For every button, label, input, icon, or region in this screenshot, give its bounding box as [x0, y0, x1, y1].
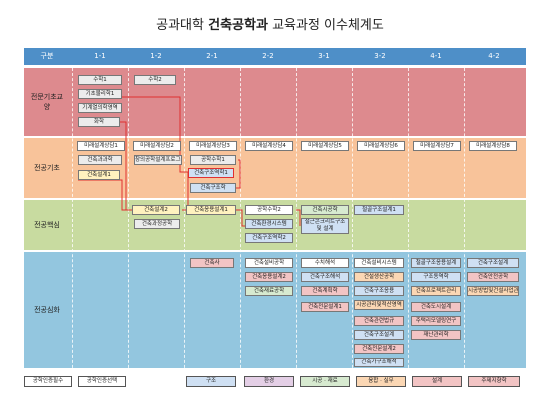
- course-box[interactable]: 미래설계상담4: [245, 141, 293, 151]
- column-divider: [240, 68, 241, 378]
- course-box[interactable]: 미래설계상담3: [189, 141, 237, 151]
- course-box[interactable]: 건축과과학: [78, 155, 122, 165]
- course-box[interactable]: 시공방법및건설사업관리: [467, 286, 519, 296]
- band-label-general: 전문기초교양: [30, 93, 64, 111]
- connector-line: [120, 121, 132, 211]
- connector-line: [296, 209, 301, 226]
- legend-item: 융합 · 실무: [356, 376, 406, 387]
- legend-item: 설계: [412, 376, 462, 387]
- course-box[interactable]: 기계열의학영역: [78, 103, 122, 113]
- course-box[interactable]: 건축과정공학: [134, 219, 180, 229]
- course-box[interactable]: 수학1: [78, 75, 122, 85]
- course-box[interactable]: 건축사: [190, 258, 234, 268]
- course-box[interactable]: 미래설계상담8: [469, 141, 517, 151]
- course-box[interactable]: 철골구조설계1: [354, 205, 404, 215]
- course-box[interactable]: 건축설계1: [78, 170, 120, 180]
- legend-item: 주제지향학: [468, 376, 520, 387]
- course-box[interactable]: 공학수학1: [190, 155, 236, 165]
- course-box[interactable]: 건축설비공학: [245, 258, 293, 268]
- header-sem-2: 1-2: [150, 52, 162, 60]
- course-box[interactable]: 건축구조역학1: [188, 168, 234, 178]
- course-box[interactable]: 건축구조설계: [354, 330, 404, 340]
- legend-item: 공학인증필수: [24, 376, 72, 387]
- course-box[interactable]: 철근콘크리트구조 및 설계: [301, 218, 349, 234]
- course-box[interactable]: 건축전문설계2: [354, 344, 404, 354]
- course-box[interactable]: 철골구조응용설계: [411, 258, 461, 268]
- legend-item: 시공 · 재료: [300, 376, 350, 387]
- course-box[interactable]: 수학2: [134, 75, 176, 85]
- course-box[interactable]: 건축가구조해석: [354, 358, 404, 367]
- course-box[interactable]: 건축계획학: [301, 286, 349, 296]
- column-divider: [408, 68, 409, 378]
- course-box[interactable]: 건축응용설계1: [186, 205, 236, 215]
- legend-item: 구조: [186, 376, 236, 387]
- course-box[interactable]: 미래설계상담2: [133, 141, 181, 151]
- connector-line: [236, 209, 246, 227]
- course-box[interactable]: 창의공학설계프로그래밍1: [134, 155, 182, 165]
- course-box[interactable]: 건설생산공학: [354, 272, 404, 282]
- column-divider: [464, 68, 465, 378]
- course-box[interactable]: 재난관리학: [411, 330, 461, 340]
- connector-line: [78, 179, 130, 211]
- header-sem-7: 4-1: [430, 52, 442, 60]
- course-box[interactable]: 건축환경시스템: [245, 219, 293, 229]
- course-box[interactable]: 미래설계상담6: [357, 141, 405, 151]
- column-divider: [184, 68, 185, 378]
- course-box[interactable]: 건축구조해석: [301, 272, 349, 282]
- course-box[interactable]: 건축전문설계1: [301, 302, 349, 312]
- column-divider: [72, 68, 73, 378]
- course-box[interactable]: 화학: [78, 117, 120, 127]
- legend-item: 공학인증선택: [78, 376, 126, 387]
- column-divider: [296, 68, 297, 378]
- course-box[interactable]: 수치해석: [301, 258, 349, 268]
- header-sem-3: 2-1: [206, 52, 218, 60]
- course-box[interactable]: 건축시공학: [301, 205, 349, 215]
- band-label-advanced: 전공심화: [34, 306, 60, 314]
- header-sem-5: 3-1: [318, 52, 330, 60]
- course-box[interactable]: 건축설비시스템: [354, 258, 404, 268]
- course-box[interactable]: 건축구조설계: [467, 258, 519, 268]
- column-divider: [352, 68, 353, 378]
- course-box[interactable]: 기초물리학1: [78, 89, 122, 99]
- header-first: 구분: [40, 52, 54, 60]
- course-box[interactable]: 건축응용설계2: [245, 272, 293, 282]
- course-box[interactable]: 건축재료공학: [245, 286, 293, 296]
- course-box[interactable]: 미래설계상담5: [301, 141, 349, 151]
- page-title: 공과대학 건축공학과 교육과정 이수체계도: [156, 18, 384, 33]
- course-box[interactable]: 주택리모델링연구: [411, 316, 461, 326]
- header-sem-6: 3-2: [374, 52, 386, 60]
- column-divider: [128, 68, 129, 378]
- course-box[interactable]: 구조동역학: [411, 272, 461, 282]
- header-sem-1: 1-1: [94, 52, 106, 60]
- header-sem-4: 2-2: [262, 52, 274, 60]
- header-sem-8: 4-2: [488, 52, 500, 60]
- course-box[interactable]: 시공관리및적산영역: [354, 300, 404, 310]
- legend-item: 환경: [244, 376, 294, 387]
- course-box[interactable]: 건축안전공학: [467, 272, 519, 282]
- course-box[interactable]: 건축구조학: [190, 183, 236, 193]
- course-box[interactable]: 건축관련법규: [354, 316, 404, 326]
- header-bar: [24, 48, 526, 65]
- connector-line: [236, 159, 241, 189]
- course-box[interactable]: 공학수학2: [245, 205, 293, 215]
- course-box[interactable]: 건축설계2: [132, 205, 180, 215]
- course-box[interactable]: 건축구조역학2: [245, 233, 293, 243]
- course-box[interactable]: 건축구조응용: [354, 286, 404, 296]
- band-label-core: 전공핵심: [34, 221, 60, 229]
- connector-line: [122, 96, 188, 173]
- course-box[interactable]: 미래설계상담7: [413, 141, 461, 151]
- course-box[interactable]: 건축프로젝트관리: [411, 286, 461, 296]
- course-box[interactable]: 미래설계상담1: [77, 141, 125, 151]
- band-label-foundation: 전공기초: [34, 164, 60, 172]
- course-box[interactable]: 건축도시설계: [411, 302, 461, 312]
